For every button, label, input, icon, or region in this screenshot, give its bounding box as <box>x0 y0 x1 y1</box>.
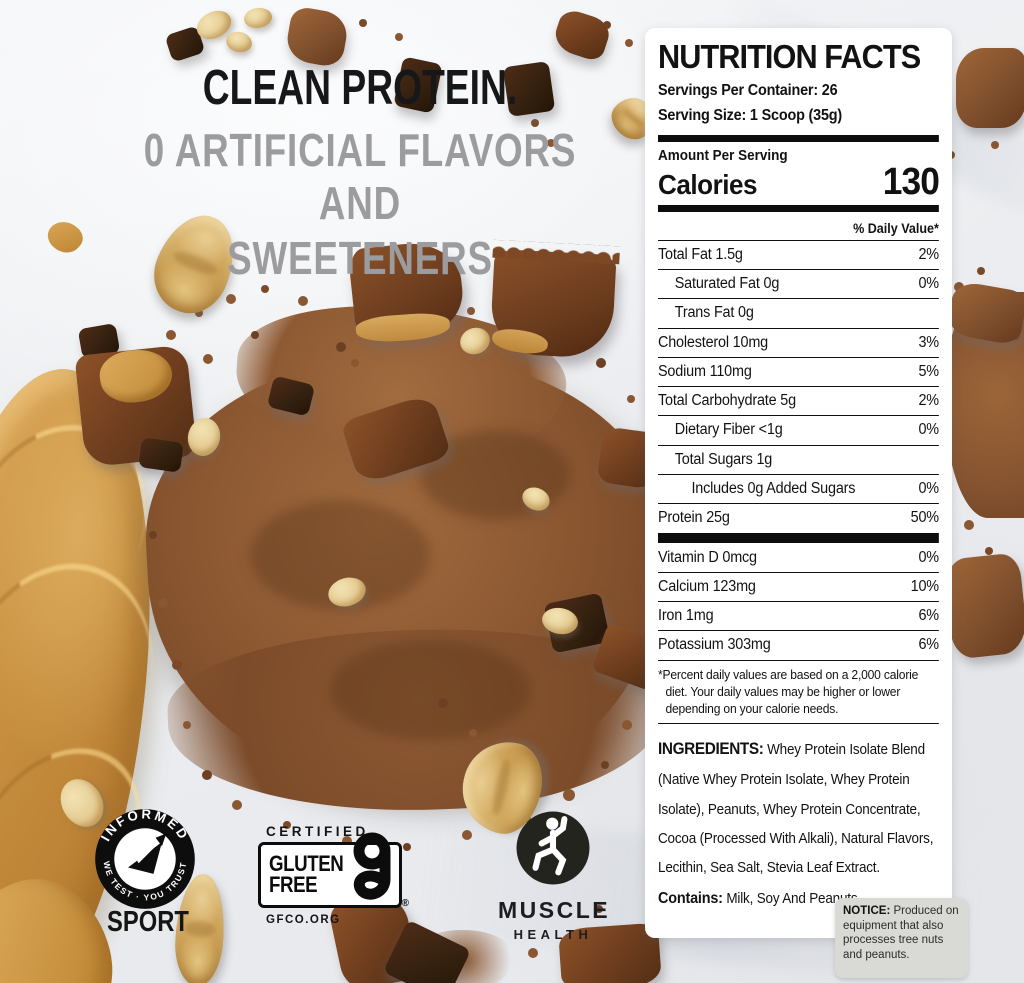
gluten-word: GLUTEN <box>269 851 344 877</box>
nutrient-label: Calcium 123mg <box>658 577 756 595</box>
nutrient-value: 2% <box>918 245 939 263</box>
free-word: FREE <box>269 872 318 897</box>
nutrient-label: Iron 1mg <box>658 607 714 625</box>
nutrition-facts-title: NUTRITION FACTS <box>658 38 921 75</box>
nutrient-label: Protein 25g <box>658 509 730 527</box>
daily-value-header: % Daily Value* <box>658 218 939 241</box>
headline-line3: SWEETENERS <box>227 231 493 284</box>
nutrient-label: Total Fat 1.5g <box>658 245 743 263</box>
nutrient-row: Cholesterol 10mg 3% <box>658 329 939 358</box>
gfco-url: GFCO.ORG <box>266 914 341 926</box>
runner-icon <box>516 811 590 885</box>
nutrient-label: Includes 0g Added Sugars <box>691 480 856 497</box>
informed-sport-seal: INFORMED WE TEST · YOU TRUST <box>95 806 195 909</box>
informed-sport-badge: INFORMED WE TEST · YOU TRUST <box>92 806 204 912</box>
nutrient-row: Dietary Fiber <1g 0% <box>658 416 939 446</box>
chocolate-chunk <box>956 48 1024 128</box>
calories-label: Calories <box>658 168 758 200</box>
nutrient-value: 2% <box>918 392 939 410</box>
nutrient-label: Dietary Fiber <1g <box>674 421 783 439</box>
headline-line1: CLEAN PROTEIN. <box>202 61 518 115</box>
registered-mark: ® <box>401 898 409 909</box>
muscle-health-badge: MUSCLE HEALTH <box>498 810 608 942</box>
nutrient-value: 50% <box>910 509 939 527</box>
informed-sport-caption: SPORT <box>107 906 189 938</box>
divider-bar <box>658 204 939 212</box>
ingredients: INGREDIENTS: Whey Protein Isolate Blend … <box>658 733 939 883</box>
micronutrient-row: Iron 1mg 6% <box>658 602 939 632</box>
ingredients-label: INGREDIENTS: <box>658 740 764 759</box>
nutrient-value: 3% <box>918 333 939 351</box>
notice-text: Produced on equipment that also processe… <box>843 905 959 962</box>
chocolate-chunk <box>138 437 184 473</box>
nutrient-value: 0% <box>918 548 939 566</box>
nutrient-row: Protein 25g 50% <box>658 504 939 532</box>
divider-bar <box>658 134 939 142</box>
allergen-notice: NOTICE: Produced on equipment that also … <box>835 898 968 978</box>
nutrient-value: 0% <box>918 421 939 439</box>
nutrient-value: 6% <box>918 636 939 654</box>
nutrient-label: Trans Fat 0g <box>674 304 754 322</box>
gluten-free-badge: CERTIFIED GLUTEN FREE ® GFCO.ORG <box>258 824 418 926</box>
nutrient-label: Sodium 110mg <box>658 362 752 380</box>
cocoa-shadow <box>330 640 530 740</box>
divider-bar-thick <box>658 532 939 543</box>
nutrient-value: 0% <box>918 480 939 497</box>
contains-label: Contains: <box>658 889 723 907</box>
nutrient-row: Total Sugars 1g <box>658 446 939 475</box>
daily-value-footnote: *Percent daily values are based on a 2,0… <box>658 661 939 725</box>
nutrient-label: Total Carbohydrate 5g <box>658 392 796 410</box>
nutrient-row: Includes 0g Added Sugars 0% <box>658 475 939 505</box>
calories-value: 130 <box>882 160 940 203</box>
nutrient-label: Saturated Fat 0g <box>674 275 780 293</box>
chocolate-chunk <box>942 552 1024 660</box>
gluten-free-certified-label: CERTIFIED <box>266 824 369 839</box>
servings-per-container: Servings Per Container: 26 <box>658 81 838 99</box>
nutrient-value: 0% <box>918 275 939 293</box>
nutrient-row: Total Fat 1.5g 2% <box>658 241 939 271</box>
nutrient-row: Saturated Fat 0g 0% <box>658 270 939 300</box>
nutrient-row: Total Carbohydrate 5g 2% <box>658 387 939 417</box>
gfco-g-icon <box>353 832 391 900</box>
calories-row: Calories 130 <box>658 160 940 203</box>
contains-text: Milk, Soy And Peanuts. <box>722 890 861 907</box>
nutrient-row: Trans Fat 0g <box>658 299 939 329</box>
gluten-free-words: GLUTEN FREE <box>269 851 344 897</box>
headline: CLEAN PROTEIN. 0 ARTIFICIAL FLAVORS AND … <box>40 61 680 285</box>
nutrient-value: 10% <box>910 577 939 595</box>
gluten-free-box: GLUTEN FREE ® <box>258 832 409 909</box>
notice-label: NOTICE: <box>843 905 891 917</box>
micronutrient-row: Vitamin D 0mcg 0% <box>658 544 939 573</box>
muscle-label: MUSCLE <box>498 897 611 923</box>
nutrient-value: 5% <box>918 362 939 380</box>
nutrient-value: 6% <box>918 607 939 625</box>
nutrient-label: Potassium 303mg <box>658 636 771 654</box>
nutrient-label: Total Sugars 1g <box>674 450 773 468</box>
nutrient-label: Cholesterol 10mg <box>658 333 769 351</box>
micronutrient-row: Potassium 303mg 6% <box>658 631 939 661</box>
contains-statement: Contains: Milk, Soy And Peanuts. <box>658 884 939 914</box>
cocoa-speckles <box>0 0 6 6</box>
serving-size: Serving Size: 1 Scoop (35g) <box>658 106 843 124</box>
amount-per-serving: Amount Per Serving <box>658 147 788 164</box>
micronutrient-row: Calcium 123mg 10% <box>658 573 939 603</box>
nutrient-row: Sodium 110mg 5% <box>658 358 939 388</box>
nutrient-label: Vitamin D 0mcg <box>658 548 757 566</box>
ingredients-text: Whey Protein Isolate Blend (Native Whey … <box>658 742 934 877</box>
health-label: HEALTH <box>513 927 593 942</box>
nutrition-facts-panel: NUTRITION FACTS Servings Per Container: … <box>645 28 952 938</box>
headline-line2: 0 ARTIFICIAL FLAVORS AND <box>143 123 577 229</box>
